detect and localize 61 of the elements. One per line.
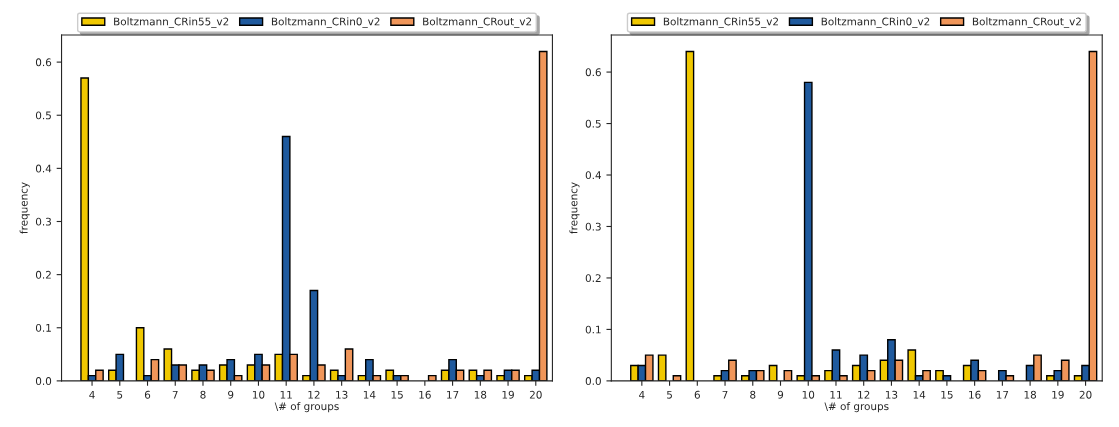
x-tick-label: 20 [529,390,542,399]
x-tick-label: 14 [363,390,376,399]
bar [768,364,778,381]
x-tick-label: 4 [639,390,645,399]
x-tick-label: 6 [694,390,700,399]
x-tick-label: 13 [336,390,348,399]
y-tick-label: 0.1 [585,325,601,334]
x-tick-label: 10 [802,390,815,399]
bar [657,354,667,381]
y-tick-label: 0.3 [35,217,51,226]
x-tick-label: 7 [172,390,178,399]
legend-label: Boltzmann_CRout_v2 [423,17,532,28]
x-tick-label: 5 [117,390,123,399]
y-axis-title: frequency [569,182,580,234]
x-tick-label: 11 [830,390,842,399]
y-tick-label: 0.2 [585,274,601,283]
legend-label: Boltzmann_CRin0_v2 [821,17,930,28]
x-tick-label: 15 [941,390,953,399]
x-tick-label: 18 [1024,390,1037,399]
y-tick-label: 0.1 [35,323,51,332]
x-tick-label: 9 [777,390,784,399]
x-tick-label: 12 [858,390,870,399]
legend-label: Boltzmann_CRin55_v2 [114,17,229,28]
x-tick-label: 17 [996,390,1009,399]
y-tick-label: 0.6 [585,68,601,77]
y-tick-label: 0.0 [35,377,52,385]
x-tick-label: 19 [502,390,514,399]
x-tick-label: 17 [447,390,459,399]
x-tick-label: 13 [885,390,898,399]
x-tick-label: 16 [969,390,981,399]
x-tick-label: 7 [722,390,728,399]
x-tick-label: 10 [252,390,265,399]
legend-label: Boltzmann_CRin0_v2 [271,17,380,28]
x-tick-label: 8 [750,390,756,399]
x-tick-label: 8 [200,390,206,399]
x-tick-label: 19 [1052,390,1064,399]
x-tick-label: 14 [913,390,926,399]
x-axis-title: \# of groups [274,402,339,413]
x-tick-label: 11 [280,390,292,399]
x-tick-label: 4 [89,390,95,399]
y-tick-label: 0.4 [35,164,52,173]
x-tick-label: 9 [228,390,234,399]
y-tick-label: 0.0 [585,377,601,385]
x-axis-title: \# of groups [824,402,889,413]
y-tick-label: 0.6 [35,58,52,67]
y-tick-label: 0.3 [585,222,601,231]
bar [685,50,695,381]
y-axis-title: frequency [19,182,30,234]
y-tick-label: 0.5 [585,119,601,128]
legend-label: Boltzmann_CRout_v2 [972,17,1081,28]
x-tick-label: 18 [474,390,487,399]
x-tick-label: 6 [144,390,151,399]
y-tick-label: 0.4 [585,171,602,180]
x-tick-label: 12 [308,390,320,399]
x-tick-label: 15 [391,390,403,399]
legend-label: Boltzmann_CRin55_v2 [663,17,778,28]
x-tick-label: 5 [667,390,672,399]
y-tick-label: 0.2 [35,270,51,279]
x-tick-label: 16 [419,390,431,399]
x-tick-label: 20 [1079,390,1092,399]
y-tick-label: 0.5 [35,111,51,120]
